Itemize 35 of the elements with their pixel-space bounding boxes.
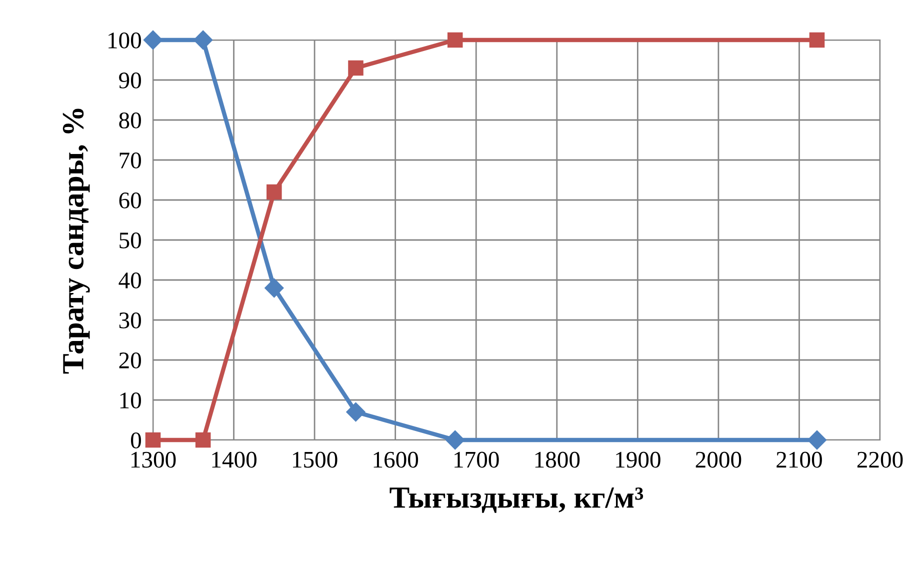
point: [446, 430, 465, 450]
point: [264, 278, 284, 298]
y-tick-label: 0: [130, 432, 141, 448]
point: [348, 60, 364, 76]
y-tick-label: 100: [108, 32, 141, 48]
x-tick-label: 1900: [616, 452, 660, 468]
x-axis-title: Тығыздығы, кг/м³: [390, 487, 644, 513]
y-tick-label: 90: [119, 72, 141, 88]
y-tick-label: 60: [119, 192, 141, 208]
x-tick-label: 1600: [374, 452, 418, 468]
x-tick-label: 1700: [454, 452, 499, 468]
point: [807, 430, 827, 450]
y-axis-title: Тарату сандары, %: [62, 108, 90, 374]
y-tick-label: 30: [119, 312, 141, 328]
x-tick-label: 2100: [776, 452, 822, 468]
point: [195, 432, 211, 448]
point: [145, 432, 161, 448]
point: [447, 32, 463, 48]
y-tick-label: 80: [119, 112, 141, 128]
point: [143, 30, 163, 50]
x-tick-label: 1500: [293, 452, 338, 468]
y-tick-label: 10: [120, 392, 141, 408]
y-tick-label: 50: [120, 232, 141, 248]
y-tick-label: 70: [120, 152, 141, 168]
point: [266, 184, 282, 200]
x-tick-label: 2200: [857, 452, 903, 468]
y-tick-label: 20: [119, 352, 141, 368]
point: [809, 32, 825, 48]
point: [194, 30, 213, 50]
x-tick-label: 1300: [131, 452, 176, 468]
y-tick-label: 40: [118, 272, 141, 288]
x-tick-label: 1800: [535, 452, 580, 468]
x-tick-label: 2000: [696, 452, 742, 468]
point: [346, 402, 366, 422]
x-tick-label: 1400: [212, 452, 256, 468]
